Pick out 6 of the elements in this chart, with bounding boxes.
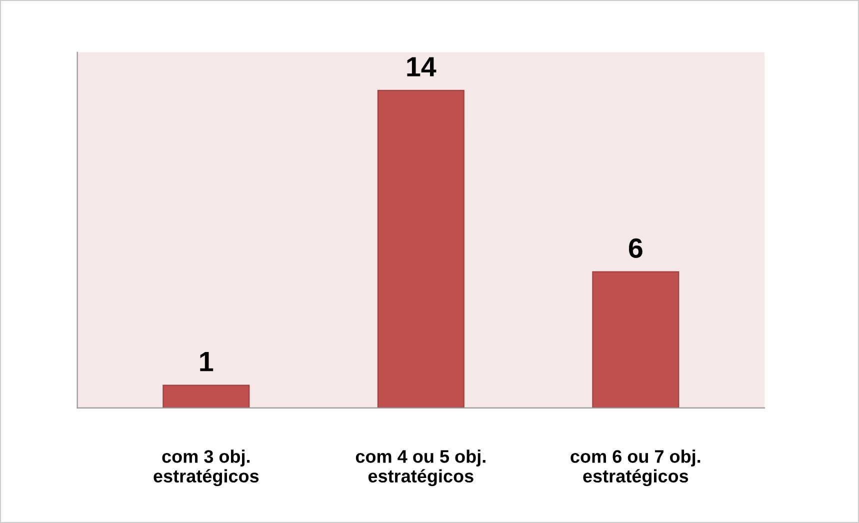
data-label: 1 [200,352,214,372]
data-label: 14 [407,57,436,76]
x-tick-label: com 3 obj. estratégicos [154,450,259,486]
data-label: 6 [628,238,642,258]
x-tick-label: com 6 ou 7 obj. estratégicos [570,450,700,486]
x-tick-label: com 4 ou 5 obj. estratégicos [356,450,486,486]
